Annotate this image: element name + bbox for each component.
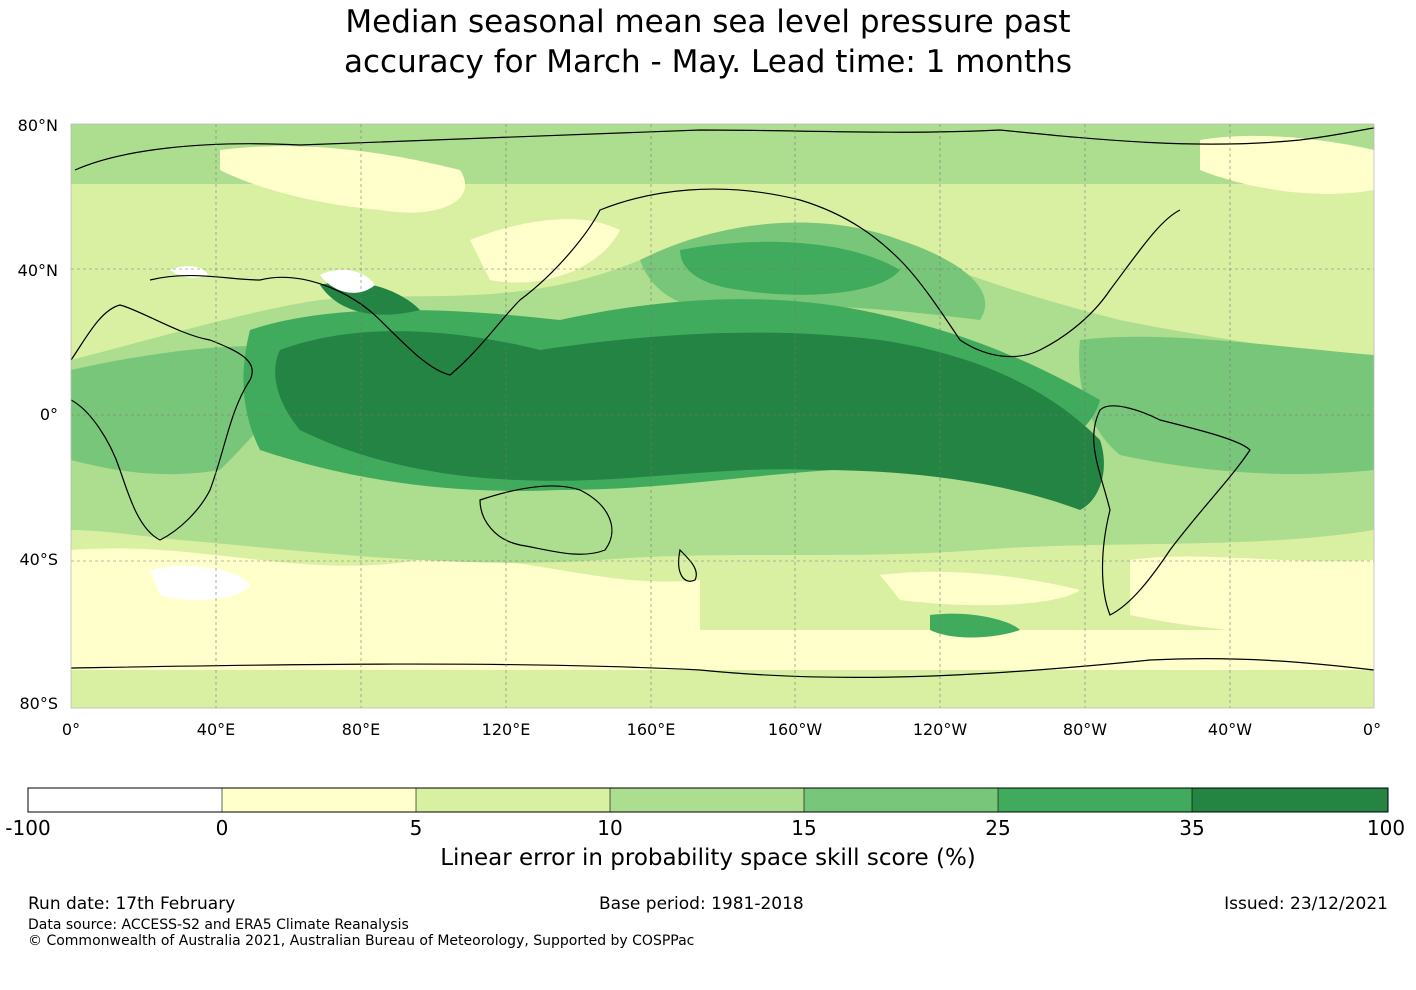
south-pacific-low-skill bbox=[880, 571, 1080, 606]
lon-label-160w: 160°W bbox=[767, 720, 823, 739]
lon-label-80w: 80°W bbox=[1062, 720, 1108, 739]
run-date: Run date: 17th February bbox=[28, 894, 236, 914]
lat-label-equator: 0° bbox=[39, 405, 58, 424]
title-line-1: Median seasonal mean sea level pressure … bbox=[345, 4, 1071, 40]
tropical-atlantic-skill bbox=[1079, 336, 1374, 475]
chart-title: Median seasonal mean sea level pressure … bbox=[0, 2, 1416, 82]
antarctic-continent-field bbox=[71, 670, 1374, 708]
lon-label-40w: 40°W bbox=[1207, 720, 1253, 739]
colorbar-bin-15-25 bbox=[803, 787, 1000, 813]
data-source: Data source: ACCESS-S2 and ERA5 Climate … bbox=[28, 917, 409, 933]
colorbar-tick: 5 bbox=[409, 816, 423, 840]
lon-label-120w: 120°W bbox=[912, 720, 968, 739]
copyright: © Commonwealth of Australia 2021, Austra… bbox=[28, 933, 695, 949]
east-asia-low-skill bbox=[470, 219, 620, 283]
colorbar-tick: -100 bbox=[5, 816, 51, 840]
lat-label-40n: 40°N bbox=[17, 261, 58, 280]
lon-label-40e: 40°E bbox=[196, 720, 236, 739]
north-pacific-high-skill bbox=[680, 241, 900, 295]
south-atlantic-low-skill bbox=[1130, 556, 1374, 635]
negative-skill-patch bbox=[150, 565, 250, 601]
issued-date: Issued: 23/12/2021 bbox=[1224, 894, 1388, 914]
colorbar-bin-5-10 bbox=[415, 787, 612, 813]
lon-label-120e: 120°E bbox=[481, 720, 531, 739]
lat-label-80n: 80°N bbox=[17, 116, 58, 135]
colorbar-tick: 0 bbox=[215, 816, 229, 840]
colorbar bbox=[27, 787, 1389, 813]
colorbar-bin-10-15 bbox=[609, 787, 806, 813]
greenland-low-skill bbox=[1200, 135, 1374, 194]
atlantic-africa-skill bbox=[71, 346, 300, 475]
lat-label-40s: 40°S bbox=[19, 550, 58, 569]
title-line-2: accuracy for March - May. Lead time: 1 m… bbox=[344, 44, 1072, 80]
eurasia-low-skill bbox=[220, 146, 466, 213]
colorbar-tick: 15 bbox=[791, 816, 817, 840]
map-frame bbox=[70, 123, 1375, 709]
lon-label-0-east-edge: 0° bbox=[1362, 720, 1382, 739]
coastlines bbox=[71, 127, 1374, 679]
colorbar-tick: 25 bbox=[985, 816, 1011, 840]
colorbar-bin-0-5 bbox=[221, 787, 418, 813]
lon-label-0-west-edge: 0° bbox=[61, 720, 81, 739]
skill-score-map bbox=[70, 123, 1375, 709]
base-period: Base period: 1981-2018 bbox=[599, 894, 804, 914]
colorbar-tick: 100 bbox=[1366, 816, 1406, 840]
colorbar-bin-negative bbox=[27, 787, 224, 813]
lon-label-160e: 160°E bbox=[626, 720, 676, 739]
lat-label-80s: 80°S bbox=[19, 694, 58, 713]
colorbar-frame bbox=[27, 787, 1389, 813]
south-pacific-high-skill-spot bbox=[930, 613, 1020, 638]
colorbar-label: Linear error in probability space skill … bbox=[440, 845, 976, 871]
colorbar-tick: 10 bbox=[597, 816, 623, 840]
colorbar-bin-25-35 bbox=[997, 787, 1194, 813]
graticule bbox=[71, 124, 1374, 708]
colorbar-bin-35-100 bbox=[1191, 787, 1389, 813]
lon-label-80e: 80°E bbox=[341, 720, 381, 739]
tropical-peak-skill bbox=[275, 331, 1104, 510]
colorbar-tick: 35 bbox=[1179, 816, 1205, 840]
